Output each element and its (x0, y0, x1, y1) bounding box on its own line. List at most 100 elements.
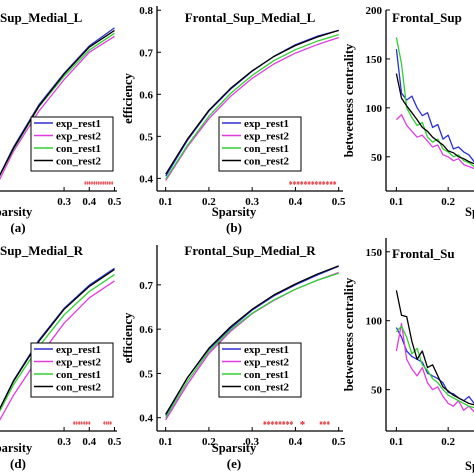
legend-entry-label: exp_rest1 (244, 118, 289, 130)
significance-stars: **** (103, 419, 112, 431)
x-tick-label: 0.5 (332, 436, 346, 448)
legend-entry-label: con_rest2 (56, 382, 102, 394)
y-tick-label: 0.8 (139, 5, 153, 17)
legend-box (218, 116, 302, 172)
y-tick-label: 0.7 (139, 47, 153, 59)
series-line-exp-rest1 (395, 49, 474, 163)
panel-label: (b) (226, 220, 242, 235)
panel-1: 0.3 0.4 0.5 ************* Sup_Medial_L Sparsi… (0, 10, 122, 235)
series-line-exp-rest2 (395, 114, 474, 170)
x-tick-label: 0.2 (441, 196, 455, 208)
x-axis-title: Sparsity (0, 441, 33, 455)
legend-entry-label: con_rest1 (56, 369, 101, 381)
significance-stars: ******** (263, 419, 294, 431)
x-tick-label: 0.1 (159, 196, 173, 208)
series-line-con-rest1 (395, 37, 474, 168)
panel-title: Frontal_Su (392, 246, 455, 261)
legend-entry-label: con_rest1 (56, 143, 101, 155)
legend-entry-label: exp_rest2 (56, 131, 102, 143)
panel-title: Sup_Medial_R (0, 243, 84, 258)
significance-stars: *** (319, 419, 330, 431)
x-tick-label: 0.2 (202, 436, 216, 448)
y-tick-label: 0.5 (139, 368, 153, 380)
y-tick-label: 50 (371, 385, 383, 397)
panel-label: (d) (10, 456, 26, 471)
legend-entry-label: exp_rest2 (244, 357, 290, 369)
series-line-exp-rest2 (395, 322, 474, 413)
y-tick-label: 0.6 (139, 324, 153, 336)
x-axis-title: Sparsity (212, 205, 257, 219)
significance-stars: ************* (289, 179, 337, 191)
series-group (395, 290, 474, 413)
panel-title: Frontal_Sup (392, 10, 462, 25)
x-axis-title: Sp (465, 205, 474, 219)
series-group (165, 265, 339, 421)
legend-entry-label: con_rest2 (244, 382, 290, 394)
y-tick-label: 0.4 (139, 173, 153, 185)
legend-entry-label: con_rest1 (244, 143, 289, 155)
panel-title: Frontal_Sup_Medial_L (185, 10, 316, 25)
x-tick-label: 0.3 (245, 196, 259, 208)
legend-box (30, 342, 114, 398)
legend-entry-label: exp_rest1 (56, 344, 101, 356)
series-line-con-rest2 (0, 268, 115, 410)
x-tick-label: 0.4 (289, 436, 303, 448)
panel-3: 0.1 0.2 50 100 150 200 Frontal_Sup Sp betweeness… (342, 5, 474, 219)
legend-entry-label: exp_rest1 (56, 118, 101, 130)
panel-title: Frontal_Sup_Medial_R (184, 243, 316, 258)
x-tick-label: 0.2 (202, 196, 216, 208)
series-line-con-rest2 (165, 29, 339, 175)
panel-title: Sup_Medial_L (0, 10, 83, 25)
x-tick-label: 0.4 (82, 196, 96, 208)
x-axis-title: Sparsity (212, 441, 257, 455)
y-axis-title: efficiency (121, 72, 135, 123)
series-line-exp-rest2 (0, 280, 115, 421)
significance-stars: * (300, 419, 306, 431)
series-line-con-rest2 (165, 265, 339, 415)
x-tick-label: 0.1 (159, 436, 173, 448)
y-tick-label: 0.7 (139, 280, 153, 292)
significance-stars: ************* (84, 179, 113, 191)
y-tick-label: 50 (371, 152, 383, 164)
series-group (165, 29, 339, 181)
y-tick-label: 100 (366, 316, 383, 328)
legend-box (30, 116, 114, 172)
y-tick-label: 100 (366, 103, 383, 115)
y-tick-label: 200 (366, 5, 383, 17)
series-line-exp-rest2 (165, 36, 339, 181)
series-group (395, 37, 474, 170)
legend-box (218, 342, 302, 398)
x-axis-title: Sparsity (0, 205, 33, 219)
series-group (0, 267, 115, 421)
panel-6: 0.1 0.2 50 100 150 Frontal_Su Sp betweeness cen… (342, 238, 474, 473)
legend-entry-label: exp_rest2 (244, 131, 290, 143)
x-tick-label: 0.4 (82, 436, 96, 448)
legend-entry-label: exp_rest1 (244, 344, 289, 356)
series-line-con-rest2 (0, 29, 115, 177)
panel-2: 0.1 0.2 0.3 0.4 0.5 0.4 0.5 0.6 0.7 0.8 **********… (121, 5, 346, 235)
legend-entry-label: con_rest2 (56, 156, 102, 168)
series-line-con-rest1 (0, 274, 115, 413)
series-line-exp-rest1 (395, 327, 474, 405)
legend-entry-label: exp_rest2 (56, 357, 102, 369)
x-tick-label: 0.5 (108, 196, 122, 208)
legend-entry-label: con_rest2 (244, 156, 290, 168)
x-tick-label: 0.4 (289, 196, 303, 208)
series-line-con-rest1 (165, 33, 339, 180)
x-tick-label: 0.1 (389, 436, 403, 448)
x-tick-label: 0.3 (57, 436, 71, 448)
series-line-con-rest2 (395, 290, 474, 406)
panel-4: 0.30.40.5***********Sup_Medial_RSparsity… (0, 243, 122, 471)
panel-label: (a) (10, 220, 25, 235)
x-tick-label: 0.5 (108, 436, 122, 448)
series-line-con-rest1 (165, 272, 339, 419)
x-axis-title: Sp (465, 459, 474, 473)
panel-label: (e) (227, 456, 241, 471)
y-tick-label: 0.6 (139, 89, 153, 101)
y-tick-label: 150 (366, 54, 383, 66)
